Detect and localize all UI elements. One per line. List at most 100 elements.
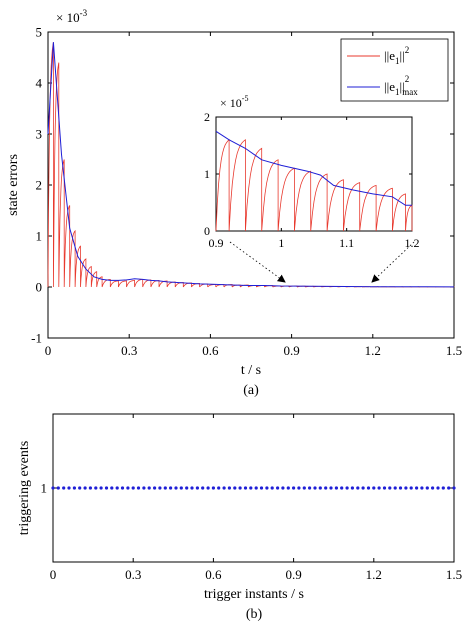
trigger-event-point	[153, 486, 157, 490]
x-tick-label: 0	[50, 567, 57, 582]
inset-series-e1-squared-max	[215, 130, 412, 206]
trigger-event-point	[436, 486, 440, 490]
legend-box	[340, 38, 449, 102]
trigger-event-point	[276, 486, 280, 490]
x-tick-label: 0.9	[285, 567, 301, 582]
trigger-event-point	[174, 486, 178, 490]
trigger-event-point	[388, 486, 392, 490]
trigger-event-point	[415, 486, 419, 490]
trigger-event-point	[447, 486, 451, 490]
y-tick-label: 1	[204, 167, 210, 181]
trigger-event-point	[51, 486, 55, 490]
trigger-event-point	[377, 486, 381, 490]
trigger-event-point	[425, 486, 429, 490]
panel-b-ticks: 0 0.3 0.6 0.9 1.2 1.5 1	[41, 414, 462, 582]
y-tick-label: 4	[36, 76, 43, 91]
trigger-event-point	[324, 486, 328, 490]
trigger-event-point	[78, 486, 82, 490]
trigger-event-point	[297, 486, 301, 490]
zoom-arrow-left	[229, 241, 286, 283]
y-tick-label: 1	[36, 229, 43, 244]
trigger-event-point	[131, 486, 135, 490]
trigger-event-point	[356, 486, 360, 490]
trigger-event-point	[115, 486, 119, 490]
panel-a-y-axis-label: state errors	[6, 154, 21, 216]
trigger-event-point	[206, 486, 210, 490]
trigger-event-point	[334, 486, 338, 490]
trigger-event-point	[452, 486, 456, 490]
y-tick-label: 1	[41, 481, 48, 496]
trigger-event-point	[158, 486, 162, 490]
trigger-event-point	[243, 486, 248, 490]
legend-label-e1-squared: ||e1||2	[384, 45, 409, 66]
x-tick-label: 1	[278, 236, 284, 250]
panel-b-x-axis-label: trigger instants / s	[204, 587, 304, 602]
y-tick-label: 5	[36, 25, 43, 40]
trigger-event-point	[83, 486, 87, 490]
x-tick-label: 1.5	[446, 343, 462, 358]
trigger-event-point	[345, 486, 349, 490]
y-tick-label: 2	[36, 178, 43, 193]
trigger-event-point	[393, 486, 397, 490]
trigger-event-point	[185, 486, 189, 490]
trigger-event-point	[318, 486, 322, 490]
trigger-event-point	[308, 486, 312, 490]
zoom-arrow-right	[371, 241, 415, 283]
trigger-event-point	[366, 486, 371, 490]
zoom-connectors	[229, 241, 415, 283]
trigger-event-point	[292, 486, 296, 490]
trigger-event-point	[195, 486, 199, 490]
trigger-event-point	[409, 486, 413, 490]
trigger-event-point	[441, 486, 445, 490]
trigger-event-point	[179, 486, 183, 490]
inset-plot-frame	[215, 116, 413, 232]
y-tick-label: -1	[31, 331, 42, 346]
trigger-event-point	[72, 486, 76, 490]
series-trigger-events	[51, 486, 456, 490]
trigger-event-point	[431, 486, 435, 490]
trigger-event-point	[120, 486, 125, 490]
x-tick-label: 0.3	[125, 567, 141, 582]
trigger-event-point	[56, 486, 60, 490]
trigger-event-point	[270, 486, 274, 490]
trigger-event-point	[67, 486, 71, 490]
trigger-event-point	[350, 486, 354, 490]
trigger-event-point	[163, 486, 167, 490]
panel-a-y-multiplier: × 10-3	[56, 8, 88, 25]
x-tick-label: 1.5	[446, 567, 462, 582]
trigger-event-point	[110, 486, 114, 490]
panel-a-caption: (a)	[243, 383, 259, 398]
trigger-event-point	[169, 486, 173, 490]
x-tick-label: 0.3	[121, 343, 137, 358]
trigger-event-point	[211, 486, 215, 490]
trigger-event-point	[329, 486, 333, 490]
trigger-event-point	[190, 486, 194, 490]
legend-label-e1-squared-max: ||e1||2 max	[384, 74, 418, 97]
trigger-event-point	[361, 486, 365, 490]
x-tick-label: 0.6	[202, 343, 219, 358]
trigger-event-point	[227, 486, 231, 490]
trigger-event-point	[136, 486, 141, 490]
inset-y-multiplier: × 10-5	[220, 94, 248, 110]
trigger-event-point	[286, 486, 290, 490]
trigger-event-point	[313, 486, 317, 490]
trigger-event-point	[259, 486, 264, 490]
x-tick-label: 1.1	[339, 236, 354, 250]
y-tick-label: 0	[204, 224, 210, 238]
trigger-event-point	[201, 486, 205, 490]
trigger-event-point	[233, 486, 237, 490]
trigger-event-point	[340, 486, 344, 490]
panel-b: 0 0.3 0.6 0.9 1.2 1.5 1 triggering events trig…	[17, 413, 462, 622]
trigger-event-point	[62, 486, 66, 490]
trigger-event-point	[265, 486, 269, 490]
trigger-event-point	[222, 486, 226, 490]
trigger-event-point	[420, 486, 424, 490]
x-tick-label: 1.2	[405, 236, 420, 250]
trigger-event-point	[382, 486, 387, 490]
panel-b-plot-frame	[52, 413, 455, 563]
panel-b-y-axis-label: triggering events	[17, 441, 32, 535]
trigger-event-point	[126, 486, 130, 490]
